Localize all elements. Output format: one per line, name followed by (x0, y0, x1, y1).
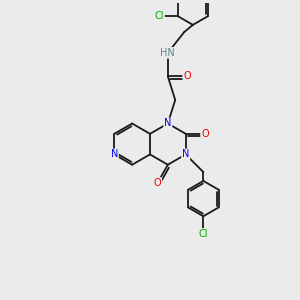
Text: HN: HN (160, 48, 175, 58)
Text: O: O (154, 178, 161, 188)
Text: N: N (182, 149, 189, 159)
Text: Cl: Cl (154, 11, 164, 21)
Text: N: N (111, 149, 118, 159)
Text: Cl: Cl (199, 229, 208, 239)
Text: N: N (164, 118, 172, 128)
Text: O: O (183, 71, 191, 81)
Text: O: O (201, 129, 209, 139)
